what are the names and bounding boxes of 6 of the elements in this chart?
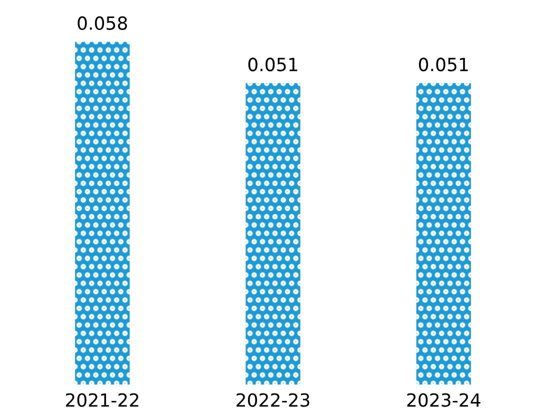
data-label: 0.051 [418,58,468,72]
x-tick-label: 2021-22 [66,393,138,407]
x-tick-label: 2023-24 [407,393,480,407]
x-tick-label: 2022-23 [236,393,310,407]
data-label: 0.051 [248,58,298,72]
data-label: 0.058 [78,16,127,30]
